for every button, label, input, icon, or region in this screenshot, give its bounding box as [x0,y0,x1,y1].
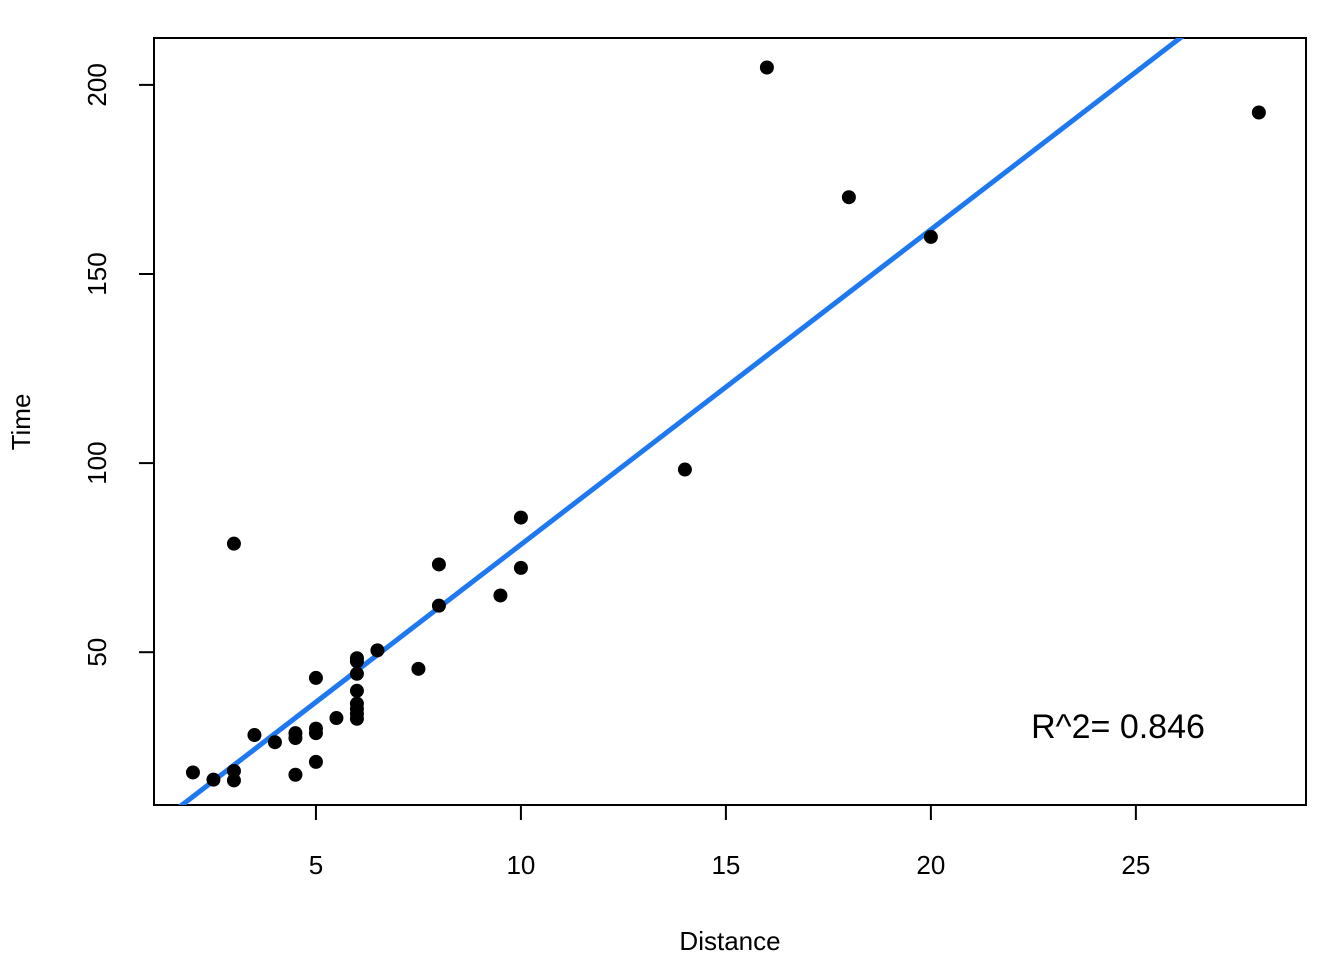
data-point [923,229,938,244]
data-point [308,670,323,685]
x-tick-label: 20 [916,850,945,880]
data-point [759,60,774,75]
data-point [308,726,323,741]
x-axis-label: Distance [679,926,780,956]
regression-line-group [177,38,1185,805]
data-point [288,731,303,746]
data-point [841,190,856,205]
y-tick-label: 200 [82,63,112,106]
data-point [513,510,528,525]
data-point [411,661,426,676]
data-point [206,772,221,787]
data-point [288,767,303,782]
x-tick-label: 15 [711,850,740,880]
data-point [493,588,508,603]
data-point [267,735,282,750]
x-tick-label: 25 [1121,850,1150,880]
data-point [349,666,364,681]
data-point [349,683,364,698]
annotation-r-squared: R^2= 0.846 [1031,708,1205,746]
data-point [349,711,364,726]
y-tick-label: 100 [82,441,112,484]
x-tick-label: 10 [506,850,535,880]
data-point [308,754,323,769]
y-tick-label: 150 [82,252,112,295]
x-axis: 5 10 15 20 25 [309,804,1150,880]
data-point [349,654,364,669]
data-point [431,598,446,613]
y-axis-label: Time [6,394,36,451]
y-tick-label: 50 [82,638,112,667]
data-points [185,60,1266,788]
x-tick-label: 5 [309,850,323,880]
data-point [329,711,344,726]
data-point [431,557,446,572]
y-axis: 50 100 150 200 [82,63,155,667]
data-point [226,536,241,551]
data-point [185,765,200,780]
regression-line [177,38,1185,805]
data-point [677,462,692,477]
plot-frame [153,37,1307,806]
data-point [247,728,262,743]
data-point [1251,105,1266,120]
data-point [370,643,385,658]
data-point [226,773,241,788]
data-point [513,560,528,575]
